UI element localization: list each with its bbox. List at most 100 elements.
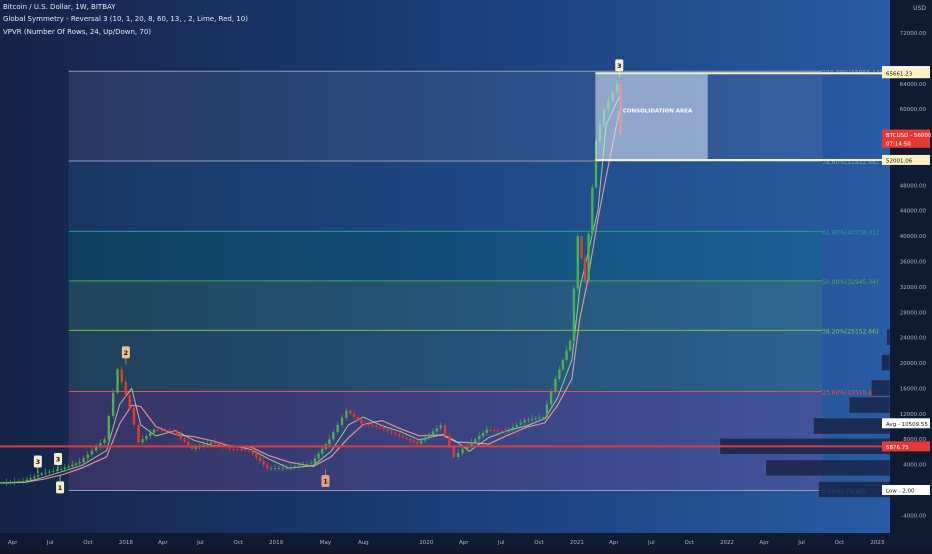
- candle-body[interactable]: [576, 236, 580, 289]
- candle-body[interactable]: [160, 430, 163, 431]
- candle-body[interactable]: [90, 450, 94, 455]
- candle-body[interactable]: [412, 440, 416, 443]
- candle-body[interactable]: [5, 482, 8, 484]
- candle-body[interactable]: [439, 425, 442, 429]
- candle-body[interactable]: [149, 432, 152, 437]
- candle-body[interactable]: [86, 454, 89, 459]
- candle-body[interactable]: [78, 462, 81, 464]
- candle-body[interactable]: [301, 464, 305, 466]
- candle-body[interactable]: [67, 466, 70, 468]
- candle-body[interactable]: [356, 417, 359, 421]
- candle-body[interactable]: [33, 476, 36, 479]
- candle-body[interactable]: [332, 432, 335, 440]
- candle-body[interactable]: [496, 430, 500, 432]
- candle-body[interactable]: [572, 288, 576, 341]
- candle-body[interactable]: [13, 481, 16, 483]
- candle-body[interactable]: [82, 458, 85, 463]
- candle-body[interactable]: [236, 448, 239, 450]
- candle-body[interactable]: [534, 418, 537, 420]
- candle-body[interactable]: [398, 434, 401, 437]
- candle-body[interactable]: [59, 469, 63, 470]
- candle-body[interactable]: [175, 431, 179, 436]
- candle-body[interactable]: [63, 467, 67, 470]
- candle-body[interactable]: [568, 340, 572, 351]
- candle-body[interactable]: [580, 236, 583, 259]
- candle-body[interactable]: [431, 431, 435, 435]
- candle-body[interactable]: [194, 447, 197, 449]
- candle-body[interactable]: [583, 258, 587, 281]
- candle-body[interactable]: [378, 426, 382, 428]
- price-label-avg[interactable]: [882, 418, 930, 429]
- candle-body[interactable]: [243, 449, 247, 451]
- candle-body[interactable]: [500, 430, 503, 432]
- candle-body[interactable]: [297, 465, 301, 467]
- candle-body[interactable]: [530, 418, 534, 420]
- candle-body[interactable]: [503, 431, 507, 433]
- candle-body[interactable]: [435, 428, 439, 432]
- candle-body[interactable]: [427, 434, 431, 438]
- candle-body[interactable]: [262, 461, 265, 465]
- candle-body[interactable]: [277, 468, 281, 469]
- candle-body[interactable]: [493, 430, 496, 431]
- candle-body[interactable]: [405, 437, 408, 440]
- candle-body[interactable]: [481, 432, 485, 437]
- candle-body[interactable]: [340, 417, 344, 425]
- candle-body[interactable]: [269, 468, 273, 470]
- candle-body[interactable]: [172, 431, 175, 433]
- candle-body[interactable]: [0, 482, 4, 484]
- candle-body[interactable]: [132, 407, 136, 425]
- candle-body[interactable]: [527, 419, 530, 421]
- signal-marker[interactable]: [615, 59, 624, 72]
- candle-body[interactable]: [420, 440, 423, 444]
- candle-body[interactable]: [273, 468, 277, 469]
- candle-body[interactable]: [328, 439, 331, 445]
- candle-body[interactable]: [232, 448, 235, 450]
- candle-body[interactable]: [511, 427, 515, 430]
- candle-body[interactable]: [558, 369, 561, 379]
- candle-body[interactable]: [213, 442, 217, 444]
- candle-body[interactable]: [363, 423, 367, 425]
- candle-body[interactable]: [74, 463, 78, 465]
- indicator-legend-vpvr[interactable]: VPVR (Number Of Rows, 24, Up/Down, 70): [3, 28, 152, 36]
- candle-body[interactable]: [352, 413, 356, 418]
- candle-body[interactable]: [523, 420, 526, 423]
- price-label-countdown[interactable]: [882, 137, 930, 148]
- signal-marker[interactable]: [33, 455, 42, 468]
- candle-body[interactable]: [409, 439, 412, 441]
- candle-body[interactable]: [587, 233, 590, 281]
- candle-body[interactable]: [485, 429, 489, 433]
- candle-body[interactable]: [55, 469, 59, 471]
- candle-body[interactable]: [137, 424, 140, 443]
- candle-body[interactable]: [466, 445, 469, 450]
- candle-body[interactable]: [168, 430, 171, 432]
- candle-body[interactable]: [519, 422, 522, 425]
- candle-body[interactable]: [156, 429, 160, 431]
- candle-body[interactable]: [538, 417, 541, 419]
- candle-body[interactable]: [44, 472, 47, 474]
- candle-body[interactable]: [103, 439, 106, 444]
- candle-body[interactable]: [120, 369, 123, 383]
- candle-body[interactable]: [594, 140, 598, 188]
- candle-body[interactable]: [107, 415, 110, 440]
- candle-body[interactable]: [448, 435, 451, 447]
- candle-body[interactable]: [305, 464, 309, 465]
- candle-body[interactable]: [474, 439, 477, 443]
- candle-body[interactable]: [394, 432, 397, 435]
- candle-body[interactable]: [371, 425, 374, 427]
- candle-body[interactable]: [336, 424, 339, 433]
- candle-body[interactable]: [52, 470, 55, 472]
- candle-body[interactable]: [48, 471, 51, 473]
- candle-body[interactable]: [360, 420, 363, 424]
- candle-body[interactable]: [152, 429, 156, 433]
- candle-body[interactable]: [17, 481, 21, 483]
- candle-body[interactable]: [367, 424, 371, 426]
- candle-body[interactable]: [382, 427, 385, 430]
- candle-body[interactable]: [515, 424, 519, 428]
- candle-body[interactable]: [386, 429, 389, 432]
- candle-body[interactable]: [266, 464, 269, 469]
- candle-body[interactable]: [461, 449, 464, 454]
- candle-body[interactable]: [591, 187, 594, 234]
- candle-body[interactable]: [128, 394, 131, 408]
- candle-body[interactable]: [317, 453, 320, 459]
